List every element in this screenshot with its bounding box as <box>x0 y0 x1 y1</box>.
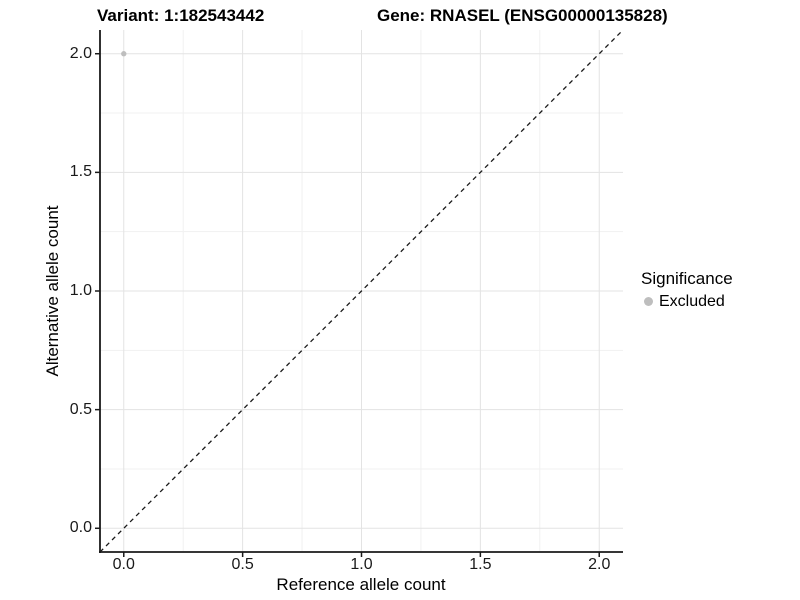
x-tick-label: 0.5 <box>231 556 254 573</box>
legend-title: Significance <box>641 269 733 288</box>
legend-item-excluded: Excluded <box>641 292 733 311</box>
y-tick-label: 0.5 <box>69 400 92 418</box>
x-axis-title: Reference allele count <box>276 575 446 594</box>
y-tick-label: 1.5 <box>69 163 92 181</box>
excluded-point-icon <box>644 297 653 306</box>
y-tick-label: 1.0 <box>69 282 92 299</box>
x-tick-label: 1.5 <box>469 556 492 573</box>
y-tick-label: 2.0 <box>69 44 92 62</box>
y-axis-title: Alternative allele count <box>43 205 62 377</box>
identity-dashed-line <box>99 29 624 553</box>
data-point-excluded <box>121 51 127 57</box>
y-tick-label: 0.0 <box>69 519 92 537</box>
gene-title: Gene: RNASEL (ENSG00000135828) <box>377 6 668 25</box>
legend-item-label: Excluded <box>659 292 725 310</box>
x-tick-label: 1.0 <box>350 556 373 573</box>
legend: Significance Excluded <box>641 269 733 311</box>
variant-title: Variant: 1:182543442 <box>97 6 265 25</box>
x-tick-label: 2.0 <box>588 556 611 573</box>
x-tick-label: 0.0 <box>112 556 135 573</box>
